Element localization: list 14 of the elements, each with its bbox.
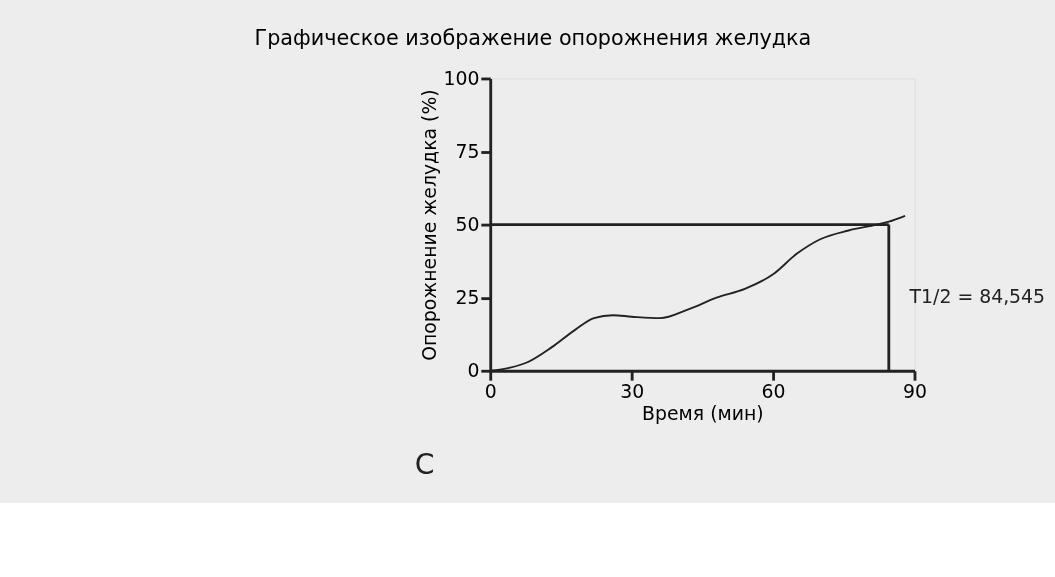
y-tick-label: 50 bbox=[455, 213, 480, 235]
x-tick-label: 30 bbox=[620, 380, 645, 402]
x-axis-title: Время (мин) bbox=[642, 403, 764, 425]
y-tick-label: 0 bbox=[467, 359, 480, 381]
x-tick-label: 60 bbox=[761, 380, 786, 402]
text: C bbox=[414, 447, 435, 481]
x-tick-label: 0 bbox=[484, 380, 497, 402]
ref-line-label: T1/2 = 84,545 bbox=[908, 286, 1046, 308]
y-tick-label: 100 bbox=[443, 67, 480, 89]
y-tick-label: 25 bbox=[455, 286, 480, 308]
x-tick-label: 90 bbox=[903, 380, 927, 402]
chart-title: Графическое изображение опорожнения желудка bbox=[254, 26, 812, 51]
y-tick-label: 75 bbox=[455, 140, 480, 162]
y-axis-title: Опорожнение желудка (%) bbox=[418, 89, 440, 361]
